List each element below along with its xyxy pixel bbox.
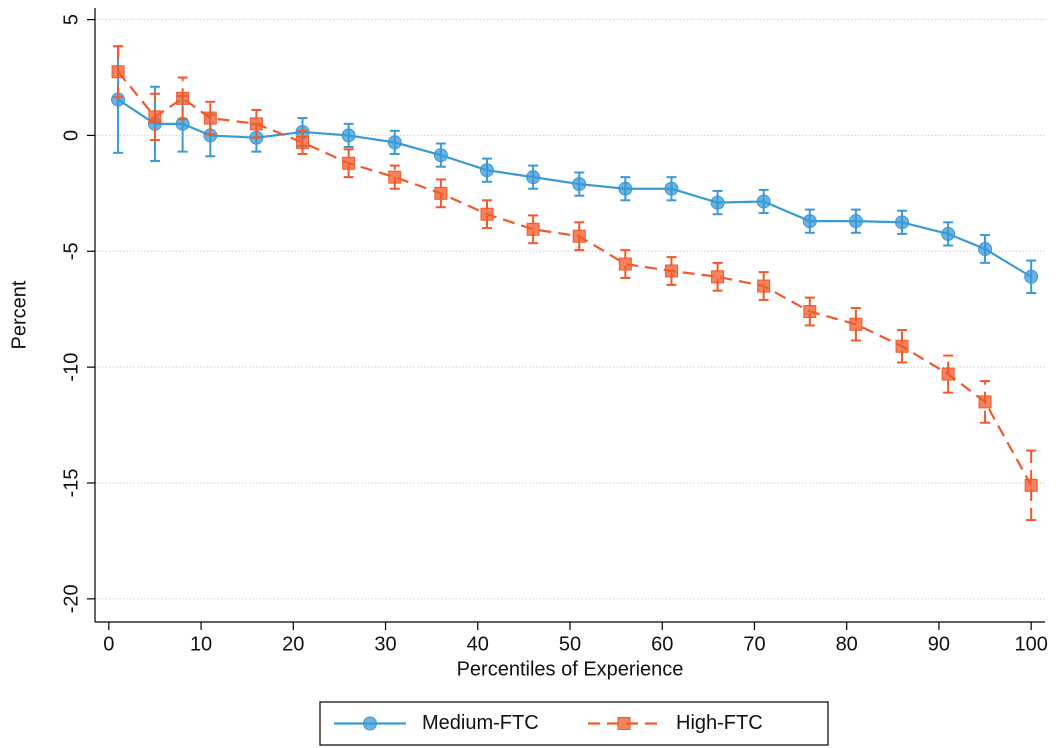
marker bbox=[664, 181, 679, 196]
marker bbox=[111, 65, 125, 79]
marker bbox=[895, 339, 909, 353]
x-tick-label: 0 bbox=[103, 633, 114, 655]
marker bbox=[572, 177, 587, 192]
error-bar bbox=[205, 100, 216, 136]
legend-marker bbox=[617, 717, 631, 730]
x-tick-label: 60 bbox=[651, 633, 673, 655]
marker bbox=[148, 110, 162, 124]
legend-marker bbox=[363, 716, 377, 731]
x-tick-label: 100 bbox=[1014, 633, 1047, 655]
marker bbox=[664, 264, 678, 278]
legend-label: High-FTC bbox=[676, 712, 763, 734]
error-bar bbox=[343, 148, 354, 179]
error-bar bbox=[666, 256, 677, 286]
error-bar bbox=[620, 249, 631, 279]
marker bbox=[803, 305, 817, 319]
marker bbox=[480, 207, 494, 221]
marker bbox=[176, 91, 190, 105]
x-tick-label: 10 bbox=[190, 633, 212, 655]
marker bbox=[1024, 269, 1039, 284]
marker bbox=[296, 135, 310, 149]
marker bbox=[526, 170, 541, 185]
error-bar bbox=[574, 221, 585, 252]
marker bbox=[434, 186, 448, 200]
marker bbox=[341, 128, 356, 143]
error-bar bbox=[712, 261, 723, 292]
marker bbox=[895, 215, 910, 230]
marker bbox=[618, 181, 633, 196]
marker bbox=[618, 257, 632, 271]
marker bbox=[342, 156, 356, 170]
error-bar bbox=[251, 108, 262, 139]
marker bbox=[433, 148, 448, 163]
marker bbox=[978, 395, 992, 409]
x-tick-label: 30 bbox=[374, 633, 396, 655]
error-bar bbox=[435, 178, 446, 209]
marker bbox=[978, 241, 993, 256]
error-bar bbox=[528, 214, 539, 245]
marker bbox=[941, 226, 956, 241]
y-tick-label: -5 bbox=[60, 242, 82, 260]
marker bbox=[249, 117, 263, 131]
marker bbox=[388, 170, 402, 184]
marker bbox=[479, 163, 494, 178]
marker bbox=[756, 194, 771, 209]
marker bbox=[711, 270, 725, 284]
marker bbox=[802, 214, 817, 229]
y-tick-label: -10 bbox=[60, 353, 82, 382]
error-bar bbox=[804, 296, 815, 327]
error-bar bbox=[943, 354, 954, 394]
x-tick-label: 70 bbox=[743, 633, 765, 655]
marker bbox=[710, 195, 725, 210]
series-line bbox=[117, 98, 1032, 278]
marker bbox=[1024, 478, 1038, 492]
x-tick-label: 80 bbox=[836, 633, 858, 655]
marker bbox=[387, 135, 402, 150]
marker bbox=[572, 229, 586, 243]
marker bbox=[526, 222, 540, 236]
x-tick-label: 90 bbox=[928, 633, 950, 655]
y-tick-label: -15 bbox=[60, 469, 82, 498]
error-bar bbox=[481, 199, 492, 230]
x-tick-label: 50 bbox=[559, 633, 581, 655]
marker bbox=[848, 214, 863, 229]
x-tick-label: 20 bbox=[282, 633, 304, 655]
y-tick-label: -20 bbox=[60, 584, 82, 613]
marker bbox=[203, 111, 217, 125]
x-axis-title: Percentiles of Experience bbox=[457, 658, 684, 680]
error-bar bbox=[897, 329, 908, 364]
error-bar bbox=[758, 271, 769, 301]
marker bbox=[757, 279, 771, 293]
error-bar bbox=[850, 307, 861, 342]
y-tick-label: 0 bbox=[60, 130, 82, 141]
y-axis-title: Percent bbox=[8, 280, 30, 349]
marker bbox=[849, 317, 863, 331]
legend-label: Medium-FTC bbox=[422, 712, 539, 734]
marker bbox=[941, 367, 955, 381]
y-tick-label: 5 bbox=[60, 14, 82, 25]
x-tick-label: 40 bbox=[467, 633, 489, 655]
error-bar bbox=[1026, 449, 1037, 522]
